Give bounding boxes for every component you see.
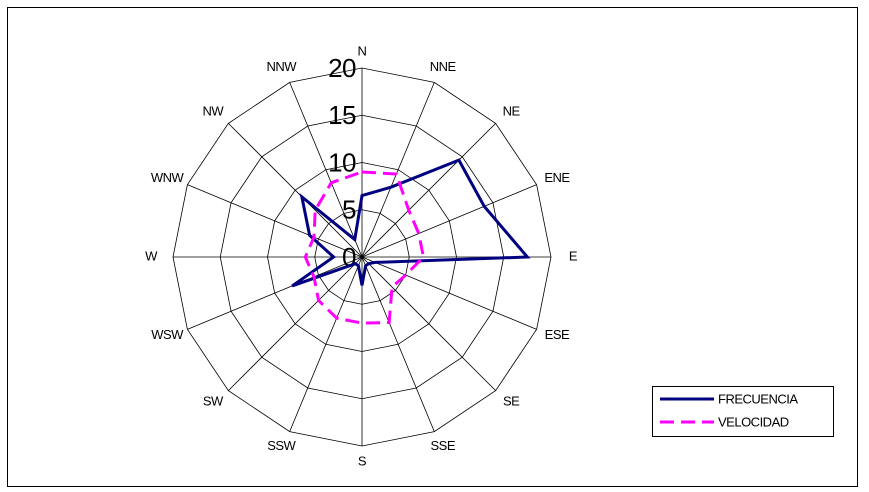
- spoke: [187, 184, 363, 258]
- series-line: [291, 158, 531, 288]
- category-label: NE: [503, 103, 521, 118]
- spoke: [289, 256, 363, 432]
- category-label: NNW: [266, 59, 297, 74]
- legend-box: [652, 386, 834, 437]
- spoke: [228, 256, 363, 391]
- category-label: ENE: [544, 170, 570, 185]
- series-line: [303, 170, 426, 325]
- legend-label: FRECUENCIA: [718, 391, 798, 406]
- spoke: [228, 123, 363, 258]
- category-label: N: [358, 43, 367, 58]
- spoke: [361, 256, 435, 432]
- r-tick-label: 10: [328, 147, 356, 177]
- spoke: [361, 82, 435, 258]
- category-label: S: [358, 453, 367, 468]
- spoke: [289, 82, 363, 258]
- r-tick-label: 20: [328, 53, 356, 83]
- category-label: ESE: [545, 327, 570, 342]
- r-tick-label: 15: [328, 100, 356, 130]
- category-label: SSE: [430, 438, 455, 453]
- category-label: SW: [203, 393, 224, 408]
- spoke: [361, 256, 496, 391]
- spoke: [361, 123, 496, 258]
- category-label: E: [569, 248, 578, 263]
- r-tick-label: 5: [342, 195, 356, 225]
- spoke: [361, 184, 537, 258]
- spoke: [361, 256, 537, 330]
- category-label: SSW: [267, 438, 296, 453]
- category-label: WSW: [151, 327, 184, 342]
- category-label: W: [145, 248, 158, 263]
- category-label: NNE: [430, 59, 457, 74]
- category-label: WNW: [151, 170, 185, 185]
- legend-label: VELOCIDAD: [718, 414, 789, 429]
- spoke: [187, 256, 363, 330]
- category-label: NW: [202, 103, 224, 118]
- category-label: SE: [503, 393, 520, 408]
